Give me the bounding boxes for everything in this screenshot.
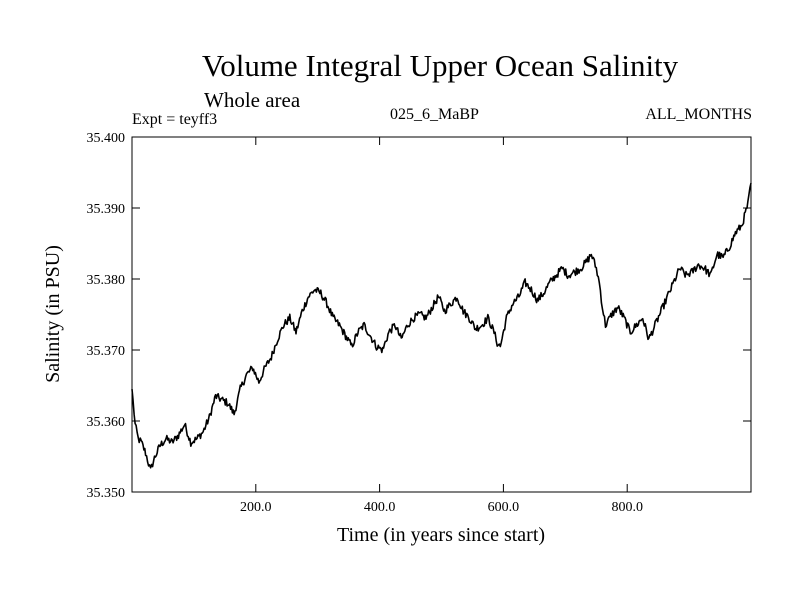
salinity-line bbox=[131, 182, 752, 469]
x-tick-label: 200.0 bbox=[240, 500, 272, 515]
y-tick-label: 35.390 bbox=[87, 202, 126, 217]
x-tick-label: 600.0 bbox=[488, 500, 520, 515]
x-ticks: 200.0 400.0 600.0 800.0 bbox=[240, 137, 643, 515]
chart-subtitle: Whole area bbox=[204, 88, 301, 112]
y-tick-label: 35.400 bbox=[87, 131, 126, 146]
y-tick-label: 35.380 bbox=[87, 273, 126, 288]
y-tick-label: 35.350 bbox=[87, 486, 126, 501]
y-axis-label: Salinity (in PSU) bbox=[42, 245, 64, 383]
x-tick-label: 400.0 bbox=[364, 500, 396, 515]
x-axis-label: Time (in years since start) bbox=[337, 524, 545, 546]
y-tick-label: 35.360 bbox=[87, 415, 126, 430]
run-label: 025_6_MaBP bbox=[390, 106, 479, 123]
months-label: ALL_MONTHS bbox=[645, 106, 752, 123]
y-tick-label: 35.370 bbox=[87, 344, 126, 359]
x-tick-label: 800.0 bbox=[611, 500, 643, 515]
chart-title: Volume Integral Upper Ocean Salinity bbox=[201, 48, 679, 83]
y-ticks: 35.350 35.360 35.370 35.380 35.390 35.400 bbox=[87, 131, 751, 501]
experiment-label: Expt = teyff3 bbox=[132, 111, 218, 128]
plot-frame bbox=[131, 136, 752, 493]
